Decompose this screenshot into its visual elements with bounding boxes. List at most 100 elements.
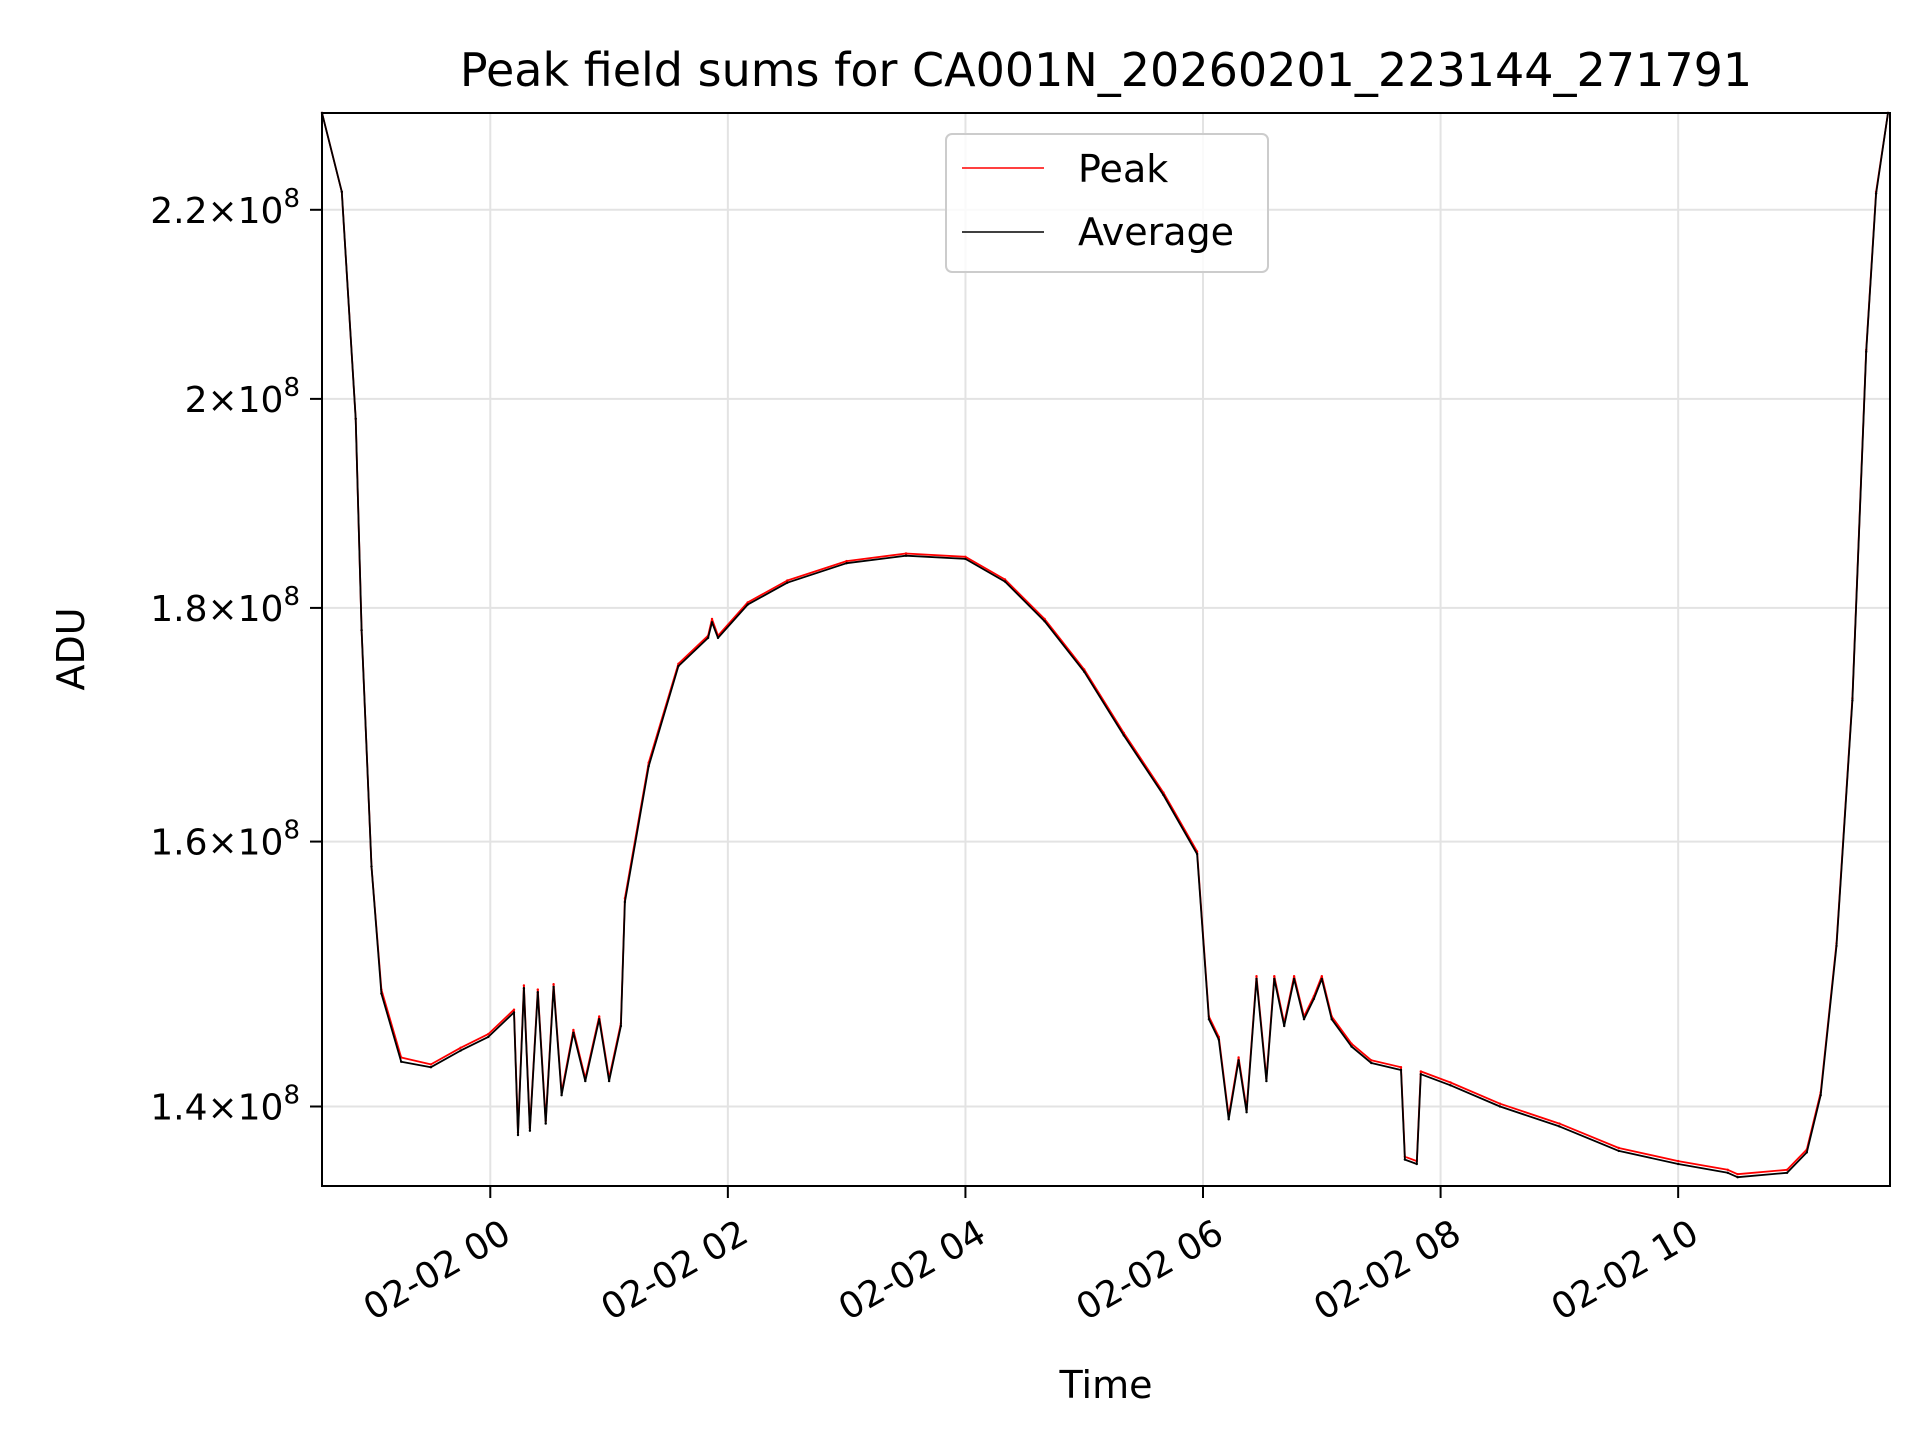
data-point [904, 552, 908, 555]
data-point [459, 1049, 462, 1052]
data-point [1195, 852, 1199, 856]
legend-label-average: Average [1078, 210, 1234, 254]
data-point [487, 1035, 490, 1039]
data-point [1419, 1070, 1423, 1073]
data-point [1498, 1105, 1502, 1108]
data-point [1273, 977, 1276, 981]
data-point [1083, 670, 1086, 673]
data-point [1399, 1068, 1403, 1072]
data-point [1320, 977, 1324, 981]
data-point [360, 628, 363, 632]
data-point [1835, 944, 1838, 948]
x-axis-label: Time [1059, 1363, 1153, 1407]
data-point [1785, 1168, 1789, 1172]
data-point [1292, 977, 1296, 981]
data-point [400, 1060, 403, 1063]
data-point [1265, 1079, 1268, 1083]
data-point [560, 1094, 563, 1097]
data-point [1677, 1162, 1680, 1166]
data-point [1874, 192, 1878, 195]
plot-series [320, 111, 1890, 1179]
series-points-average [320, 111, 1890, 1179]
data-point [710, 621, 714, 624]
data-point [623, 900, 627, 904]
data-point [1370, 1061, 1373, 1065]
data-point [1237, 1059, 1240, 1062]
data-point [845, 562, 848, 565]
data-point [1403, 1158, 1407, 1161]
data-point [1865, 350, 1868, 353]
data-point [1370, 1059, 1373, 1062]
data-point [904, 554, 908, 557]
data-point [1726, 1168, 1729, 1172]
y-tick-label: 1.4×108 [150, 1080, 300, 1128]
data-point [1726, 1171, 1729, 1175]
data-point [1003, 580, 1007, 583]
data-point [516, 1133, 520, 1137]
data-point [1217, 1038, 1221, 1041]
data-point [1736, 1176, 1739, 1179]
data-point [380, 992, 383, 995]
data-point [1207, 1018, 1211, 1021]
data-point [647, 765, 650, 768]
data-point [1415, 1162, 1419, 1166]
data-point [716, 636, 720, 640]
data-point [572, 1028, 575, 1032]
data-point [964, 555, 967, 558]
data-point [1677, 1159, 1680, 1163]
data-point [1350, 1045, 1353, 1048]
data-point [1449, 1081, 1452, 1084]
data-point [429, 1066, 433, 1069]
data-point [487, 1032, 490, 1036]
data-point [1283, 1024, 1286, 1028]
data-point [1302, 1018, 1306, 1021]
plot-frame [321, 112, 1891, 1187]
data-point [1312, 997, 1316, 1001]
data-point [528, 1129, 532, 1132]
data-point [1162, 793, 1165, 797]
data-point [1399, 1066, 1403, 1069]
data-point [536, 988, 539, 991]
data-point [522, 987, 526, 990]
legend-label-peak: Peak [1078, 147, 1168, 191]
data-point [619, 1024, 623, 1028]
data-point [1320, 975, 1324, 978]
data-point [1043, 620, 1046, 623]
data-point [1237, 1056, 1240, 1059]
legend: Peak Average [945, 133, 1269, 273]
data-point [1558, 1125, 1561, 1128]
data-point [845, 559, 848, 563]
data-point [1558, 1122, 1561, 1125]
data-point [354, 417, 357, 420]
data-point [677, 664, 680, 668]
data-point [1227, 1118, 1230, 1121]
data-point [429, 1063, 433, 1066]
data-point [746, 603, 749, 606]
y-tick-label: 1.8×108 [150, 582, 300, 630]
data-point [1122, 734, 1126, 737]
data-point [786, 581, 789, 584]
data-point [710, 617, 714, 621]
data-point [746, 601, 749, 604]
data-point [552, 985, 555, 989]
data-point [1819, 1094, 1822, 1097]
data-point [964, 557, 967, 561]
data-point [1617, 1149, 1621, 1153]
data-point [1273, 975, 1276, 978]
data-point [598, 1018, 601, 1021]
data-point [1498, 1102, 1502, 1105]
y-tick-label: 1.6×108 [150, 816, 300, 864]
data-point [1245, 1111, 1248, 1114]
y-tick-label: 2×108 [185, 373, 300, 421]
data-point [459, 1046, 462, 1050]
data-point [786, 579, 789, 582]
data-point [552, 983, 555, 986]
data-point [544, 1122, 547, 1125]
data-point [1292, 975, 1296, 978]
data-point [512, 1008, 516, 1011]
data-point [584, 1079, 587, 1083]
data-point [706, 636, 710, 640]
data-point [340, 190, 343, 193]
y-axis-label: ADU [49, 607, 93, 690]
